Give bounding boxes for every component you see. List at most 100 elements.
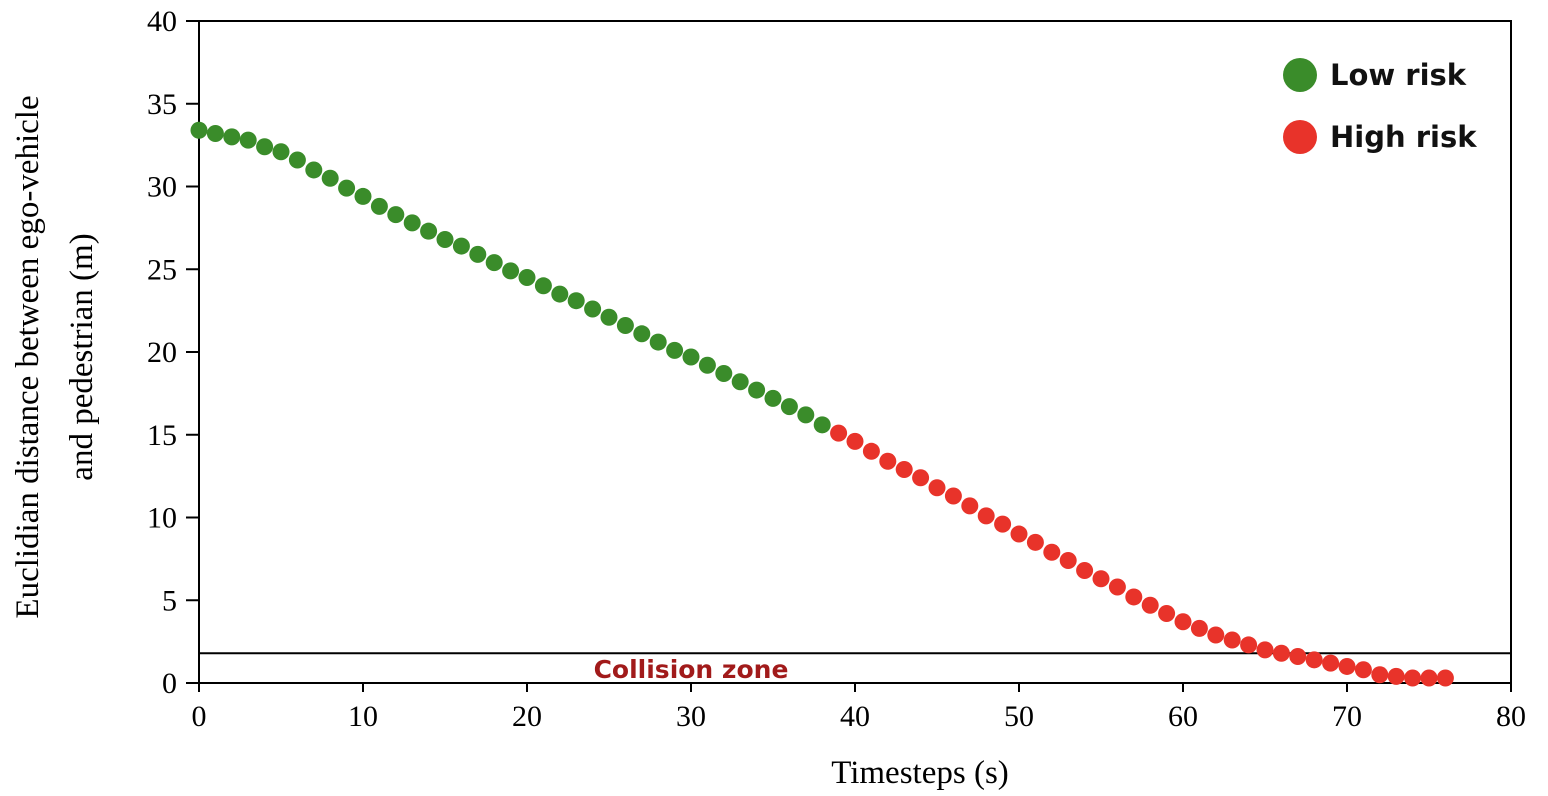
point-low-risk (649, 333, 667, 351)
point-high-risk (1420, 669, 1438, 687)
point-low-risk (731, 373, 749, 391)
x-tick-label: 60 (1168, 700, 1198, 733)
point-high-risk (1436, 669, 1454, 687)
legend-marker-low-risk (1283, 58, 1317, 92)
plot-area (198, 20, 1512, 684)
point-high-risk (1387, 667, 1405, 685)
point-low-risk (239, 131, 257, 149)
x-axis: 0 10 20 30 40 50 60 70 80 (192, 683, 1526, 733)
point-low-risk (780, 398, 798, 416)
point-high-risk (895, 461, 913, 479)
point-low-risk (403, 214, 421, 232)
x-tick-label: 30 (676, 700, 706, 733)
point-low-risk (715, 365, 733, 383)
point-low-risk (764, 389, 782, 407)
point-low-risk (452, 237, 470, 255)
plot-frame (198, 20, 1512, 684)
point-high-risk (1354, 661, 1372, 679)
y-tick-label: 15 (147, 419, 177, 452)
point-low-risk (698, 356, 716, 374)
point-high-risk (1289, 648, 1307, 666)
point-high-risk (1256, 641, 1274, 659)
point-low-risk (502, 262, 520, 280)
point-low-risk (633, 325, 651, 343)
point-low-risk (387, 206, 405, 224)
x-tick-label: 70 (1332, 700, 1362, 733)
point-high-risk (1043, 543, 1061, 561)
point-high-risk (912, 469, 930, 487)
x-axis-title: Timesteps (s) (831, 755, 1009, 791)
point-low-risk (288, 151, 306, 169)
y-tick-label: 40 (147, 5, 177, 38)
point-low-risk (370, 197, 388, 215)
point-high-risk (961, 497, 979, 515)
point-low-risk (338, 179, 356, 197)
point-high-risk (1141, 596, 1159, 614)
point-low-risk (272, 143, 290, 161)
point-low-risk (534, 277, 552, 295)
point-high-risk (1207, 626, 1225, 644)
point-high-risk (928, 479, 946, 497)
point-high-risk (1108, 578, 1126, 596)
point-high-risk (1272, 644, 1290, 662)
point-high-risk (1338, 657, 1356, 675)
point-low-risk (797, 406, 815, 424)
point-high-risk (1026, 533, 1044, 551)
point-high-risk (879, 452, 897, 470)
point-high-risk (977, 507, 995, 525)
point-low-risk (666, 341, 684, 359)
x-tick-label: 50 (1004, 700, 1034, 733)
legend: Low risk High risk (1283, 58, 1477, 154)
y-tick-label: 30 (147, 171, 177, 204)
point-high-risk (994, 515, 1012, 533)
y-tick-label: 35 (147, 88, 177, 121)
point-low-risk (321, 169, 339, 187)
point-high-risk (1223, 631, 1241, 649)
point-low-risk (420, 222, 438, 240)
point-low-risk (436, 230, 454, 248)
point-low-risk (748, 381, 766, 399)
point-high-risk (1158, 604, 1176, 622)
point-high-risk (830, 424, 848, 442)
point-high-risk (1059, 552, 1077, 570)
point-low-risk (518, 269, 536, 287)
point-high-risk (944, 487, 962, 505)
y-tick-label: 20 (147, 336, 177, 369)
point-high-risk (1076, 561, 1094, 579)
point-low-risk (682, 348, 700, 366)
y-axis-title-line-2: and pedestrian (m) (64, 233, 100, 480)
point-low-risk (813, 416, 831, 434)
point-high-risk (1305, 651, 1323, 669)
point-low-risk (485, 254, 503, 272)
point-high-risk (1092, 570, 1110, 588)
point-high-risk (862, 442, 880, 460)
point-low-risk (567, 292, 585, 310)
point-high-risk (846, 432, 864, 450)
x-tick-label: 0 (192, 700, 207, 733)
legend-label-low-risk: Low risk (1330, 58, 1467, 92)
point-high-risk (1174, 613, 1192, 631)
x-tick-label: 80 (1496, 700, 1526, 733)
legend-label-high-risk: High risk (1330, 120, 1477, 154)
point-low-risk (584, 300, 602, 318)
point-high-risk (1190, 619, 1208, 637)
point-high-risk (1371, 666, 1389, 684)
point-low-risk (600, 308, 618, 326)
legend-marker-high-risk (1283, 120, 1317, 154)
x-tick-label: 10 (348, 700, 378, 733)
point-high-risk (1010, 525, 1028, 543)
point-low-risk (223, 128, 241, 146)
point-low-risk (354, 187, 372, 205)
point-high-risk (1125, 588, 1143, 606)
point-low-risk (305, 161, 323, 179)
point-low-risk (206, 125, 224, 143)
y-tick-label: 25 (147, 253, 177, 286)
point-high-risk (1240, 636, 1258, 654)
point-low-risk (190, 121, 208, 139)
point-low-risk (551, 285, 569, 303)
point-high-risk (1322, 654, 1340, 672)
y-tick-label: 10 (147, 502, 177, 535)
point-low-risk (256, 138, 274, 156)
point-low-risk (469, 245, 487, 263)
